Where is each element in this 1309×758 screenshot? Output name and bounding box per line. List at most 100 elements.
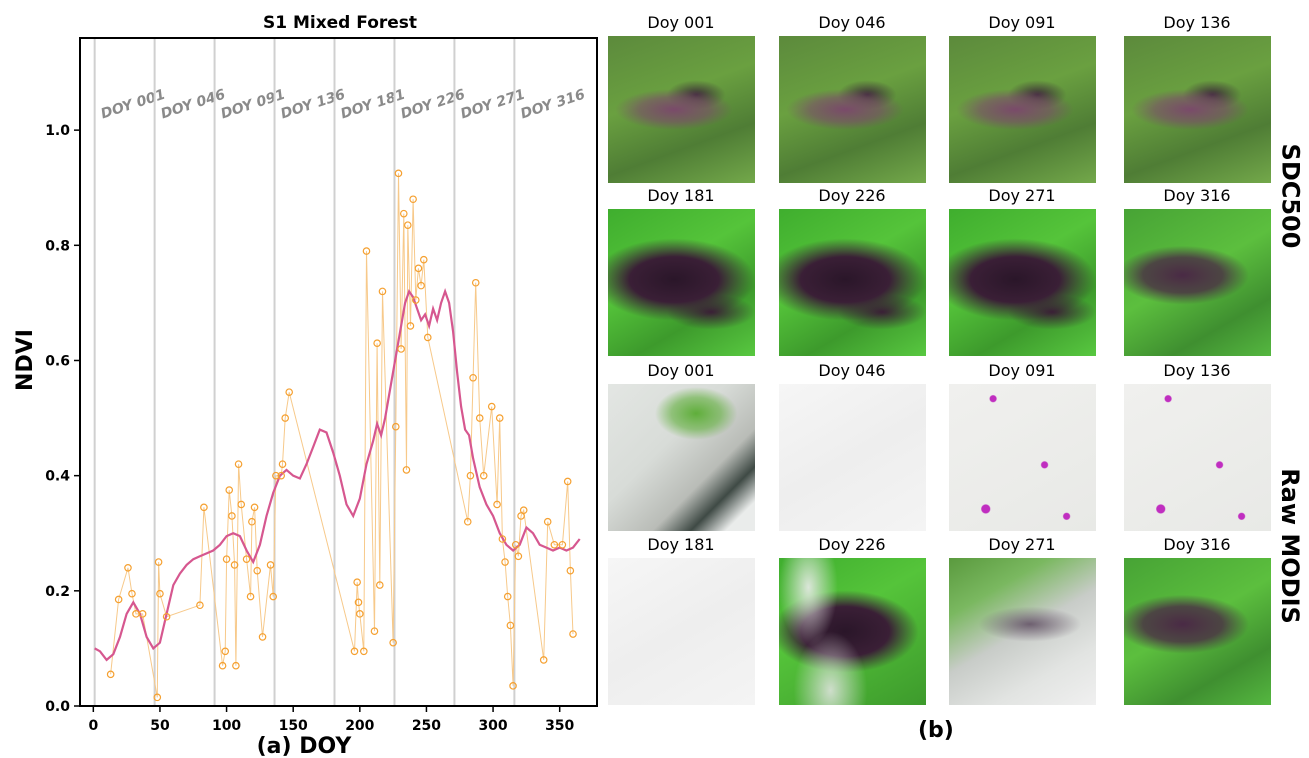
raw-ndvi-point: [221, 647, 230, 656]
raw-ndvi-point: [539, 656, 548, 664]
satellite-image-tile: [949, 558, 1096, 705]
tile-label: Doy 271: [988, 535, 1056, 554]
tile-label: Doy 181: [647, 186, 715, 205]
x-tick-label: 0: [88, 718, 98, 734]
panel-b-image-grid: Doy 001 Doy 046 Doy 091 Doy 136 Doy 181 Doy 2…: [600, 0, 1309, 758]
raw-ndvi-point: [406, 322, 415, 330]
satellite-image-tile: [608, 209, 755, 356]
raw-ndvi-point: [196, 601, 204, 610]
raw-ndvi-point: [493, 500, 501, 509]
raw-ndvi-point: [566, 566, 575, 575]
raw-ndvi-point: [506, 621, 515, 630]
raw-ndvi-point: [156, 589, 164, 598]
raw-ndvi-point: [471, 278, 480, 287]
raw-ndvi-point: [106, 670, 115, 679]
chart-title: S1 Mixed Forest: [263, 13, 417, 33]
raw-ndvi-point: [232, 661, 240, 670]
tile-label: Doy 046: [818, 361, 886, 380]
doy-line-label: DOY 181: [339, 87, 407, 123]
raw-ndvi-point: [114, 595, 123, 604]
raw-ndvi-point: [354, 598, 363, 607]
raw-ndvi-point: [154, 558, 163, 566]
raw-ndvi-point: [519, 506, 528, 515]
satellite-image-tile: [949, 384, 1096, 531]
raw-ndvi-point: [362, 247, 371, 255]
raw-ndvi-point: [543, 517, 552, 526]
raw-ndvi-point: [550, 540, 559, 549]
raw-ndvi-point: [356, 610, 364, 618]
tile-label: Doy 181: [647, 535, 715, 554]
sdc500-ndvi-line: [94, 288, 581, 662]
tile-label: Doy 226: [818, 186, 886, 205]
raw-ndvi-point: [501, 558, 509, 566]
raw-ndvi-point: [124, 563, 132, 572]
raw-ndvi-point: [278, 460, 287, 468]
raw-ndvi-point: [475, 414, 484, 422]
x-axis-label: (a) DOY: [257, 734, 353, 758]
ndvi-chart: S1 Mixed Forest NDVI (a) DOY DOY 001DOY …: [13, 13, 598, 758]
raw-ndvi-point: [498, 535, 507, 543]
raw-ndvi-line: [110, 173, 574, 698]
raw-ndvi-point: [409, 195, 417, 204]
raw-ndvi-point: [411, 296, 420, 304]
tile-label: Doy 271: [988, 186, 1056, 205]
row-group-label: SDC500: [1275, 143, 1304, 249]
raw-ndvi-point: [230, 561, 239, 569]
tile-label: Doy 091: [988, 13, 1056, 32]
raw-ndvi-point: [376, 581, 384, 589]
satellite-image-tile: [779, 209, 926, 356]
raw-ndvi-point: [266, 561, 275, 569]
satellite-image-tile: [1124, 36, 1271, 183]
raw-ndvi-point: [242, 555, 251, 563]
doy-line-label: DOY 226: [399, 87, 468, 123]
tile-label: Doy 001: [647, 13, 715, 32]
raw-ndvi-point: [162, 612, 171, 621]
tile-label: Doy 136: [1163, 361, 1231, 380]
raw-ndvi-point: [373, 339, 381, 348]
raw-ndvi-point: [514, 552, 523, 561]
raw-ndvi-point: [258, 633, 267, 641]
x-tick-label: 250: [412, 718, 441, 734]
raw-ndvi-point: [417, 281, 425, 290]
satellite-image-tile: [608, 384, 755, 531]
x-tick-label: 50: [150, 718, 170, 734]
raw-ndvi-point: [511, 540, 520, 549]
satellite-image-tile: [949, 209, 1096, 356]
raw-ndvi-point: [402, 466, 411, 474]
tile-label: Doy 316: [1163, 186, 1231, 205]
raw-ndvi-point: [569, 630, 577, 638]
series-layer: [94, 169, 581, 702]
raw-ndvi-point: [234, 460, 243, 468]
satellite-image-tile: [779, 558, 926, 705]
y-tick-label: 0.6: [45, 353, 70, 369]
axes: 0 50 100 150 200 250 300 350 0.0 0.2 0.4 0.6 0.8 1.0: [45, 123, 574, 734]
raw-ndvi-point: [128, 589, 136, 598]
raw-ndvi-point: [378, 287, 387, 296]
raw-ndvi-point: [285, 388, 293, 396]
raw-ndvi-point: [138, 610, 147, 618]
raw-ndvi-point: [222, 555, 231, 563]
raw-ndvi-point: [360, 647, 368, 656]
raw-ndvi-point: [419, 255, 428, 264]
doy-line-label: DOY 271: [459, 87, 527, 123]
y-axis-label: NDVI: [13, 329, 38, 391]
satellite-image-tile: [608, 36, 755, 183]
raw-ndvi-point: [397, 345, 405, 353]
satellite-image-tile: [779, 384, 926, 531]
raw-ndvi-point: [228, 512, 236, 520]
raw-ndvi-point: [479, 471, 488, 480]
doy-line-label: DOY 316: [519, 87, 588, 123]
tile-label: Doy 001: [647, 361, 715, 380]
raw-ndvi-point: [423, 333, 432, 342]
doy-line-label: DOY 091: [219, 87, 287, 123]
satellite-image-tile: [779, 36, 926, 183]
raw-ndvi-point: [399, 209, 408, 218]
raw-ndvi-point: [353, 578, 361, 586]
raw-ndvi-point: [466, 471, 475, 480]
raw-ndvi-point: [350, 647, 359, 656]
raw-ndvi-point: [463, 517, 472, 526]
tile-label: Doy 046: [818, 13, 886, 32]
y-tick-label: 0.2: [45, 584, 70, 600]
raw-ndvi-point: [281, 414, 290, 422]
doy-line-label: DOY 136: [279, 87, 348, 123]
